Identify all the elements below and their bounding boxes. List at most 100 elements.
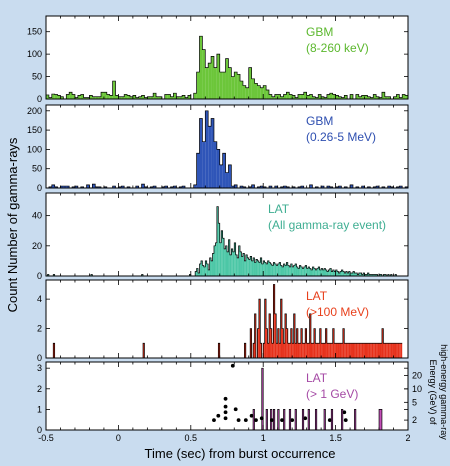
histogram-bar	[147, 96, 151, 99]
histogram-bar	[86, 97, 90, 99]
x-tick-label: 0	[116, 433, 121, 443]
histogram-bar	[271, 265, 274, 276]
histogram-bar	[240, 186, 243, 188]
histogram-bar	[309, 184, 313, 188]
histogram-bar	[189, 274, 191, 276]
histogram-bar	[219, 72, 223, 99]
histogram-bar	[374, 343, 377, 358]
panel-frame	[45, 192, 409, 277]
y-axis-title: Count Number of gamma-rays	[5, 137, 20, 312]
histogram-bar	[361, 274, 364, 276]
right-axis-title-line2: Energy (GeV) of	[428, 359, 438, 425]
histogram-bar	[368, 343, 371, 358]
histogram-bar	[345, 343, 348, 358]
histogram-bar	[376, 186, 380, 188]
histogram-bar	[341, 343, 343, 358]
histogram-bar	[282, 266, 284, 276]
histogram-bar	[283, 409, 285, 430]
histogram-bar	[381, 186, 385, 188]
histogram-bar	[112, 81, 116, 99]
histogram-bar	[350, 184, 353, 188]
histogram-bar	[293, 313, 296, 358]
histogram-bar	[270, 263, 272, 276]
histogram-bar	[263, 186, 267, 188]
energy-point	[303, 416, 308, 421]
histogram-bar	[282, 328, 284, 358]
histogram-bar	[367, 272, 369, 276]
histogram-bar	[393, 96, 397, 99]
histogram-bar	[289, 94, 293, 99]
histogram-bar	[303, 343, 306, 358]
histogram-bar	[235, 254, 238, 276]
histogram-bar	[202, 141, 206, 188]
histogram-bar	[315, 269, 317, 276]
histogram-bar	[185, 97, 188, 99]
histogram-bar	[202, 265, 204, 276]
histogram-bar	[261, 263, 264, 276]
histogram-bar	[274, 186, 278, 188]
histogram-bar	[124, 94, 128, 99]
histogram-bar	[324, 97, 327, 99]
histogram-bar	[267, 260, 269, 276]
histogram-bar	[253, 409, 255, 430]
right-tick-label: 2	[412, 415, 417, 425]
histogram-bar	[245, 87, 249, 99]
histogram-bar	[264, 262, 267, 276]
histogram-bar	[303, 266, 306, 276]
histogram-bar	[344, 272, 346, 276]
histogram-bar	[315, 409, 317, 430]
histogram-bar	[309, 268, 311, 276]
histogram-bar	[324, 343, 326, 358]
energy-point	[216, 413, 221, 418]
histogram-bar	[337, 343, 339, 358]
histogram-bar	[144, 186, 148, 188]
histogram-bar	[253, 257, 255, 276]
histogram-bar	[376, 96, 380, 99]
histogram-bar	[225, 172, 229, 188]
histogram-bar	[253, 343, 255, 358]
histogram-bar	[205, 67, 209, 99]
histogram-bar	[380, 343, 382, 358]
histogram-bar	[366, 343, 368, 358]
histogram-bar	[193, 184, 197, 188]
histogram-bar	[280, 186, 284, 188]
histogram-bar	[358, 272, 361, 276]
histogram-bar	[199, 118, 203, 188]
histogram-bar	[98, 96, 102, 99]
histogram-bar	[250, 256, 252, 276]
histogram-bar	[118, 186, 122, 188]
histogram-bar	[318, 343, 320, 358]
histogram-bar	[277, 263, 280, 276]
panel-label-line: (0.26-5 MeV)	[306, 130, 376, 144]
histogram-bar	[354, 409, 356, 430]
histogram-bar	[332, 328, 335, 358]
histogram-bar	[241, 256, 243, 276]
histogram-bar	[358, 96, 362, 99]
histogram-bar	[206, 263, 209, 276]
histogram-bar	[141, 274, 144, 276]
histogram-bar	[387, 274, 390, 276]
histogram-bar	[303, 92, 307, 99]
histogram-bar	[132, 95, 136, 99]
y-tick-label: 0	[37, 271, 42, 281]
histogram-bar	[376, 274, 378, 276]
histogram-bar	[276, 265, 278, 276]
histogram-bar	[263, 260, 265, 276]
histogram-bar	[109, 95, 113, 99]
histogram-bar	[51, 94, 55, 99]
panel-1: 0 50 100 150 GBM (8-260 keV)	[27, 15, 409, 104]
histogram-bar	[339, 271, 342, 276]
histogram-bar	[286, 92, 290, 99]
histogram-bar	[371, 343, 374, 358]
energy-point	[243, 418, 248, 422]
histogram-bar	[231, 76, 235, 99]
histogram-bar	[364, 274, 367, 276]
panel-label-line: LAT	[268, 202, 290, 216]
histogram-bar	[328, 269, 330, 276]
histogram-bar	[344, 343, 346, 358]
histogram-bar	[315, 97, 319, 99]
histogram-bar	[306, 268, 309, 276]
histogram-bar	[232, 251, 235, 276]
histogram-bar	[331, 409, 333, 430]
histogram-bar	[321, 343, 323, 358]
